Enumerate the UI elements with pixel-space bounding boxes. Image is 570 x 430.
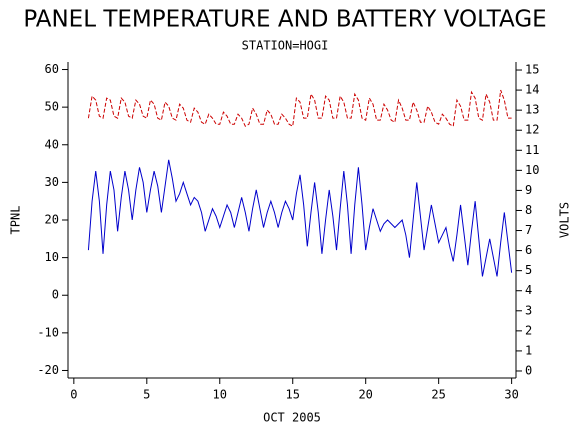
y-tick-label: 10 (45, 250, 59, 264)
y-tick-label: 50 (45, 100, 59, 114)
y2-tick-label: 1 (525, 343, 532, 357)
x-tick-label: 30 (504, 388, 518, 402)
y2-tick-label: 7 (525, 223, 532, 237)
y2-tick-label: 12 (525, 123, 539, 137)
series-line (87, 159, 513, 277)
y2-tick-label: 4 (525, 283, 532, 297)
series-line (87, 89, 512, 127)
y2-axis-label: VOLTS (558, 202, 570, 238)
x-tick-label: 15 (286, 388, 300, 402)
y2-tick-label: 2 (525, 323, 532, 337)
y-tick-label: 40 (45, 137, 59, 151)
y-tick-label: 30 (45, 175, 59, 189)
chart-title: PANEL TEMPERATURE AND BATTERY VOLTAGE (23, 7, 546, 33)
chart-subtitle: STATION=HOGI (242, 39, 329, 53)
y-tick-label: -20 (37, 363, 59, 377)
y2-tick-label: 14 (525, 83, 539, 97)
y-tick-label: 20 (45, 213, 59, 227)
y2-tick-label: 15 (525, 63, 539, 77)
y2-tick-label: 5 (525, 263, 532, 277)
y2-tick-label: 6 (525, 243, 532, 257)
y-tick-label: -10 (37, 325, 59, 339)
x-tick-label: 10 (213, 388, 227, 402)
y2-tick-label: 11 (525, 143, 539, 157)
x-tick-label: 5 (143, 388, 150, 402)
y2-tick-label: 8 (525, 203, 532, 217)
y-axis-label: TPNL (9, 206, 23, 235)
y2-tick-label: 0 (525, 363, 532, 377)
x-tick-label: 25 (431, 388, 445, 402)
y2-tick-label: 3 (525, 303, 532, 317)
x-axis-label: OCT 2005 (263, 411, 321, 425)
x-tick-label: 20 (358, 388, 372, 402)
y-tick-label: 0 (52, 288, 59, 302)
y2-tick-label: 13 (525, 103, 539, 117)
y2-tick-label: 9 (525, 183, 532, 197)
y2-tick-label: 10 (525, 163, 539, 177)
y-tick-label: 60 (45, 62, 59, 76)
x-tick-label: 0 (70, 388, 77, 402)
